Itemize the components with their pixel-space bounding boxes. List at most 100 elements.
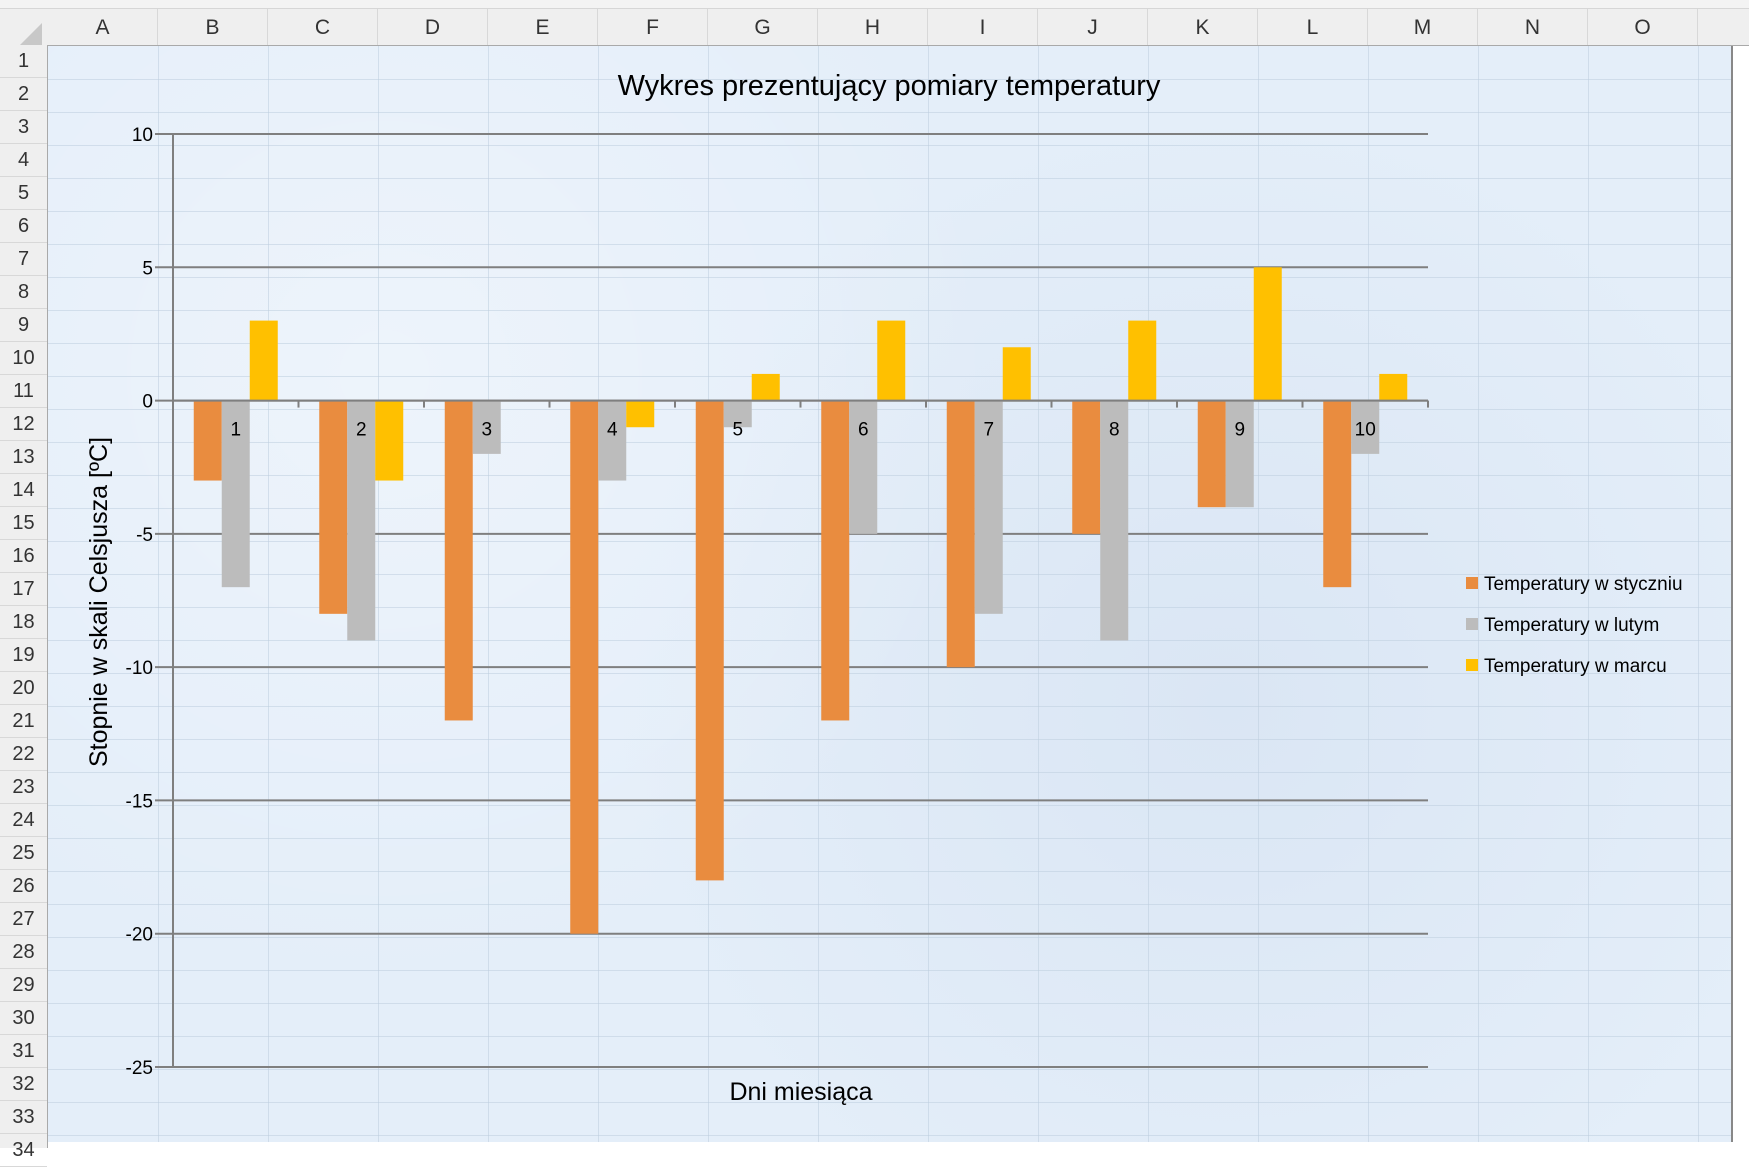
column-header-K[interactable]: K [1148,9,1258,45]
cell-gridline [48,640,1731,641]
legend-swatch-3 [1466,659,1478,671]
bar-2-2 [347,400,376,641]
row-header-15[interactable]: 15 [0,507,47,540]
row-headers: 1 2 3 4 5 6 7 8 9 10 11 12 13 14 15 16 17 18 19 20 21 22 23 24 2… [0,45,48,1167]
row-header-21[interactable]: 21 [0,705,47,738]
cell-gridline [48,673,1731,674]
x-axis-title: Dni miesiąca [729,1078,872,1106]
column-header-D[interactable]: D [378,9,488,45]
y-tick-label: 10 [132,125,153,146]
cell-gridline [48,442,1731,443]
row-header-31[interactable]: 31 [0,1035,47,1068]
bar-3-6 [877,320,906,401]
row-header-10[interactable]: 10 [0,342,47,375]
cell-gridline [48,904,1731,905]
cell-gridline [488,46,489,1142]
cell-gridline [48,739,1731,740]
cell-gridline [48,574,1731,575]
row-header-25[interactable]: 25 [0,837,47,870]
x-tick-label: 8 [1109,420,1120,441]
bar-2-3 [472,400,501,454]
chart-border [1731,46,1733,1142]
x-tick-label: 7 [983,420,994,441]
bar-3-7 [1002,347,1031,401]
cell-gridline [48,244,1731,245]
row-header-27[interactable]: 27 [0,903,47,936]
bar-3-2 [375,400,404,481]
row-header-3[interactable]: 3 [0,111,47,144]
bar-3-9 [1253,267,1282,401]
column-header-B[interactable]: B [158,9,268,45]
column-header-N[interactable]: N [1478,9,1588,45]
row-header-33[interactable]: 33 [0,1101,47,1134]
row-header-19[interactable]: 19 [0,639,47,672]
row-header-17[interactable]: 17 [0,573,47,606]
column-header-H[interactable]: H [818,9,928,45]
x-tick-label: 1 [230,420,241,441]
row-header-14[interactable]: 14 [0,474,47,507]
x-tick-label: 4 [607,420,618,441]
cell-gridline [48,409,1731,410]
row-header-1[interactable]: 1 [0,45,47,78]
cell-gridline [48,871,1731,872]
bar-2-9 [1225,400,1254,508]
y-tick-label: -20 [126,925,153,946]
select-all-corner[interactable] [18,23,42,47]
cell-gridline [1588,46,1589,1142]
bar-1-7 [946,400,975,668]
toolbar-strip [0,0,1749,9]
bar-2-8 [1100,400,1129,641]
column-header-O[interactable]: O [1588,9,1698,45]
row-header-2[interactable]: 2 [0,78,47,111]
row-header-30[interactable]: 30 [0,1002,47,1035]
cell-gridline [1038,46,1039,1142]
column-header-I[interactable]: I [928,9,1038,45]
column-header-A[interactable]: A [48,9,158,45]
column-header-C[interactable]: C [268,9,378,45]
column-header-F[interactable]: F [598,9,708,45]
bar-1-9 [1197,400,1226,508]
row-header-20[interactable]: 20 [0,672,47,705]
row-header-18[interactable]: 18 [0,606,47,639]
row-header-24[interactable]: 24 [0,804,47,837]
row-header-7[interactable]: 7 [0,243,47,276]
bar-1-5 [695,400,724,881]
row-header-5[interactable]: 5 [0,177,47,210]
row-header-13[interactable]: 13 [0,441,47,474]
y-tick-label: -15 [126,791,153,812]
bar-2-6 [849,400,878,534]
row-header-22[interactable]: 22 [0,738,47,771]
column-header-M[interactable]: M [1368,9,1478,45]
row-header-32[interactable]: 32 [0,1068,47,1101]
column-header-E[interactable]: E [488,9,598,45]
row-header-4[interactable]: 4 [0,144,47,177]
row-header-26[interactable]: 26 [0,870,47,903]
row-header-28[interactable]: 28 [0,936,47,969]
bar-3-10 [1379,373,1408,401]
row-header-29[interactable]: 29 [0,969,47,1002]
row-header-11[interactable]: 11 [0,375,47,408]
y-tick-label: 0 [142,392,153,413]
cell-gridline [598,46,599,1142]
cell-gridline [158,46,159,1142]
bar-1-8 [1072,400,1101,534]
row-header-9[interactable]: 9 [0,309,47,342]
bar-1-2 [319,400,348,614]
cell-gridline [48,211,1731,212]
row-header-16[interactable]: 16 [0,540,47,573]
cell-gridline [48,1003,1731,1004]
cell-gridline [48,1069,1731,1070]
bar-1-10 [1323,400,1352,588]
row-header-12[interactable]: 12 [0,408,47,441]
column-header-J[interactable]: J [1038,9,1148,45]
row-header-8[interactable]: 8 [0,276,47,309]
legend-swatch-1 [1466,577,1478,589]
legend-label-3: Temperatury w marcu [1484,656,1667,677]
column-header-L[interactable]: L [1258,9,1368,45]
column-header-G[interactable]: G [708,9,818,45]
x-tick-label: 9 [1234,420,1245,441]
row-header-6[interactable]: 6 [0,210,47,243]
bar-1-3 [444,400,473,721]
row-header-23[interactable]: 23 [0,771,47,804]
